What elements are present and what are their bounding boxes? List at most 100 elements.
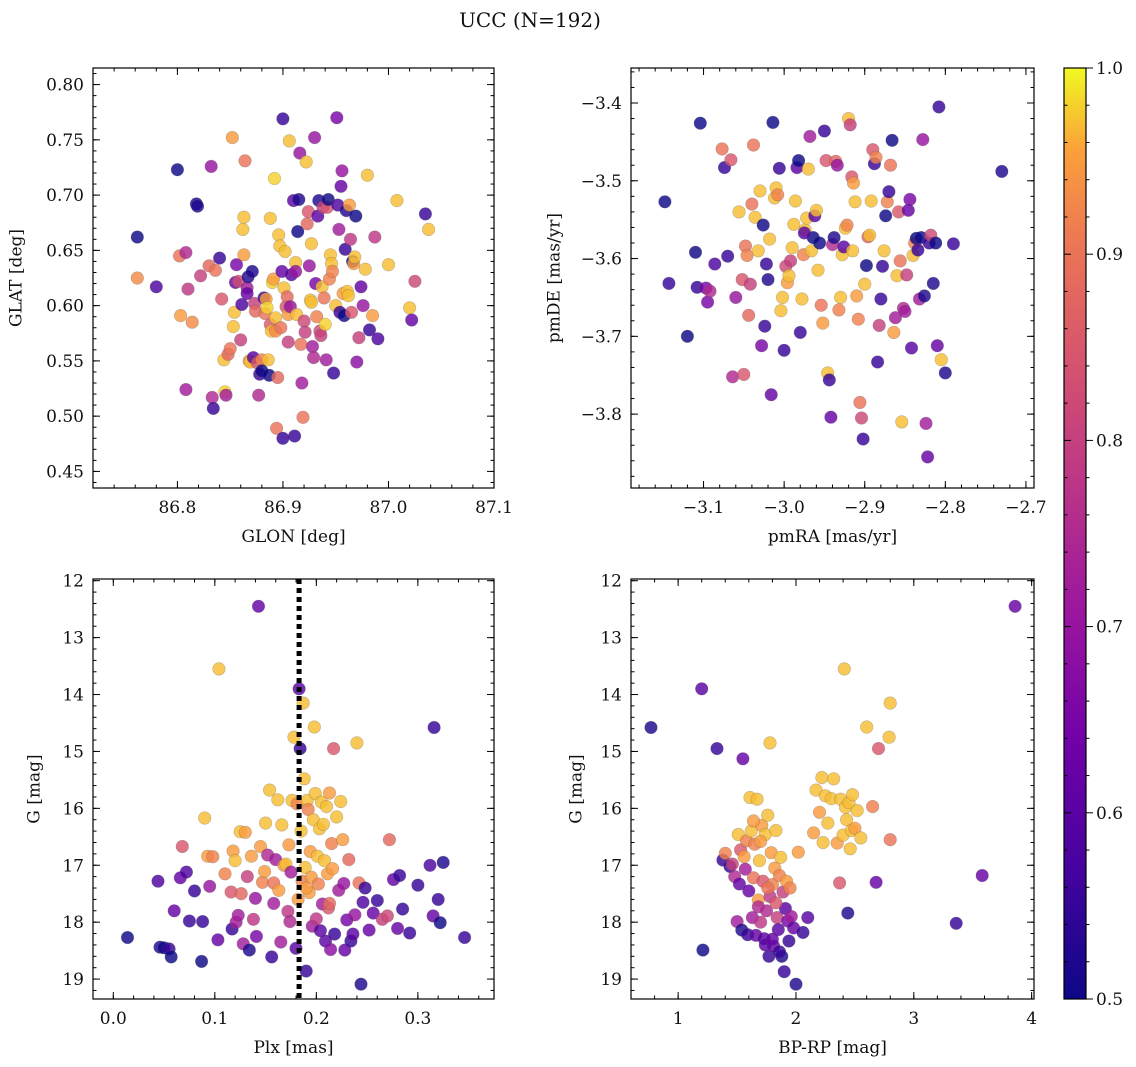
scatter-point [850, 803, 864, 818]
scatter-point [750, 792, 764, 806]
scatter-point [775, 290, 790, 305]
scatter-point [291, 225, 305, 239]
scatter-point [916, 133, 930, 147]
scatter-point [898, 304, 912, 319]
scatter-point [195, 954, 209, 969]
y-tick-label: 0.80 [46, 76, 84, 96]
scatter-point [308, 131, 322, 145]
scatter-point [708, 257, 722, 271]
scatter-point [763, 736, 777, 750]
scatter-point [238, 154, 252, 168]
scatter-point [120, 930, 135, 945]
scatter-point [341, 289, 356, 303]
y-tick-label: 0.60 [46, 297, 84, 317]
scatter-point [725, 370, 740, 384]
scatter-point [330, 810, 344, 824]
scatter-point [715, 142, 729, 156]
scatter-point [252, 388, 266, 402]
panel-pmra-pmde: −3.1 −3.0 −2.9 −2.8 −2.7 −3.8 −3.7 −3.6 −3.5 −3.4… [545, 67, 1047, 547]
scatter-point [753, 915, 768, 929]
scatter-point [283, 914, 297, 929]
scatter-point [245, 264, 259, 279]
x-tick-label: −2.8 [925, 498, 966, 518]
axis-ticks [631, 68, 1034, 488]
scatter-point [827, 772, 841, 786]
scatter-point [920, 450, 935, 464]
scatter-point [348, 908, 362, 922]
scatter-point [313, 924, 328, 938]
scatter-point [350, 736, 364, 750]
scatter-point [901, 203, 915, 217]
scatter-point [356, 895, 370, 909]
y-tick-label: 0.45 [46, 462, 84, 482]
scatter-point [362, 923, 376, 937]
scatter-point [391, 921, 405, 936]
axes-frame [92, 67, 495, 489]
scatter-point [307, 720, 321, 734]
scatter-point [797, 226, 811, 240]
scatter-point [318, 317, 332, 332]
y-tick-label: −3.7 [581, 327, 622, 347]
x-tick-label: 87.1 [475, 498, 513, 518]
y-tick-label: 19 [600, 970, 622, 990]
x-tick-label: 0.1 [201, 1009, 228, 1029]
scatter-points [120, 599, 472, 991]
scatter-point [330, 111, 344, 125]
scatter-point [206, 850, 220, 864]
scatter-point [321, 192, 335, 207]
scatter-point [336, 833, 350, 847]
scatter-point [796, 925, 810, 940]
scatter-point [380, 909, 395, 923]
scatter-point [753, 184, 767, 198]
axis-ticks [630, 579, 1034, 999]
scatter-point [300, 217, 314, 231]
y-tick-label: 0.70 [46, 186, 84, 206]
axes-frame [630, 578, 1035, 1000]
colorbar-gradient [1063, 67, 1087, 1000]
y-tick-label: 16 [600, 799, 622, 819]
scatter-point [816, 316, 830, 330]
scatter-point [164, 950, 178, 964]
y-tick-label: 15 [600, 742, 622, 762]
scatter-point [762, 232, 777, 246]
scatter-point [811, 263, 825, 277]
scatter-point [203, 879, 217, 893]
scatter-point [737, 367, 751, 382]
scatter-point [130, 271, 144, 285]
scatter-point [267, 171, 282, 186]
scatter-point [761, 273, 775, 287]
scatter-point [322, 786, 337, 800]
scatter-point [759, 257, 774, 271]
scatter-point [839, 813, 854, 827]
scatter-point [356, 299, 370, 313]
scatter-point [299, 155, 313, 169]
scatter-point [337, 876, 351, 891]
scatter-point [269, 311, 283, 325]
scatter-point [204, 159, 218, 173]
scatter-point [869, 150, 883, 164]
scatter-point [758, 319, 772, 333]
scatter-points [658, 100, 1009, 464]
scatter-point [325, 836, 339, 851]
scatter-point [809, 203, 824, 217]
scatter-point [787, 217, 801, 231]
scatter-point [175, 839, 189, 854]
scatter-point [724, 153, 738, 167]
scatter-point [368, 230, 382, 244]
x-axis-label: BP-RP [mag] [778, 1038, 887, 1058]
x-tick-label: 0.0 [100, 1009, 127, 1029]
scatter-point [305, 339, 320, 354]
scatter-point [403, 301, 417, 315]
scatter-point [198, 811, 212, 825]
scatter-point [229, 258, 244, 272]
x-tick-label: 2 [791, 1009, 802, 1029]
scatter-point [302, 259, 316, 273]
scatter-point [317, 291, 331, 305]
scatter-point [289, 264, 303, 279]
scatter-point [327, 366, 341, 380]
y-tick-label: 18 [600, 913, 622, 933]
scatter-point [869, 875, 883, 889]
scatter-point [801, 162, 815, 176]
scatter-point [785, 241, 799, 255]
